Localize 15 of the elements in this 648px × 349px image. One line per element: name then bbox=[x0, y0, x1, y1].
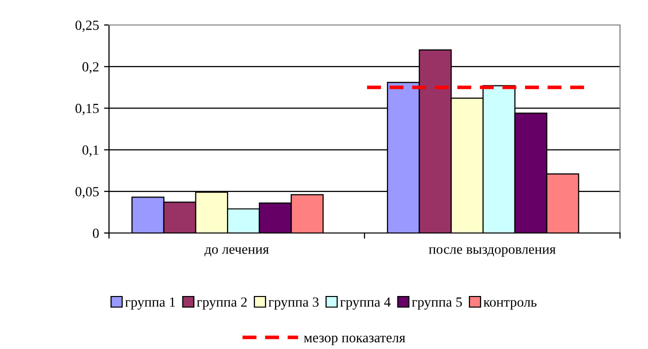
legend-label: группа 1 bbox=[125, 297, 175, 310]
y-tick-label: 0,25 bbox=[76, 20, 99, 32]
x-tick-label: после выздоровления bbox=[428, 247, 556, 257]
y-tick-label: 0,1 bbox=[82, 145, 98, 157]
legend-label: мезор показателя bbox=[304, 336, 406, 346]
legend-label: группа 2 bbox=[196, 297, 247, 310]
y-tick-label: 0,15 bbox=[76, 104, 99, 116]
x-tick-label: до лечения bbox=[204, 247, 269, 256]
y-tick-label: 0,05 bbox=[76, 186, 99, 198]
legend-label: группа 5 bbox=[412, 298, 462, 310]
legend-label: группа 3 bbox=[268, 297, 319, 310]
legend-label: контроль bbox=[484, 300, 537, 310]
y-tick-label: 0,2 bbox=[82, 62, 99, 74]
y-tick-label: 0 bbox=[92, 228, 99, 238]
legend-label: группа 4 bbox=[340, 297, 391, 310]
